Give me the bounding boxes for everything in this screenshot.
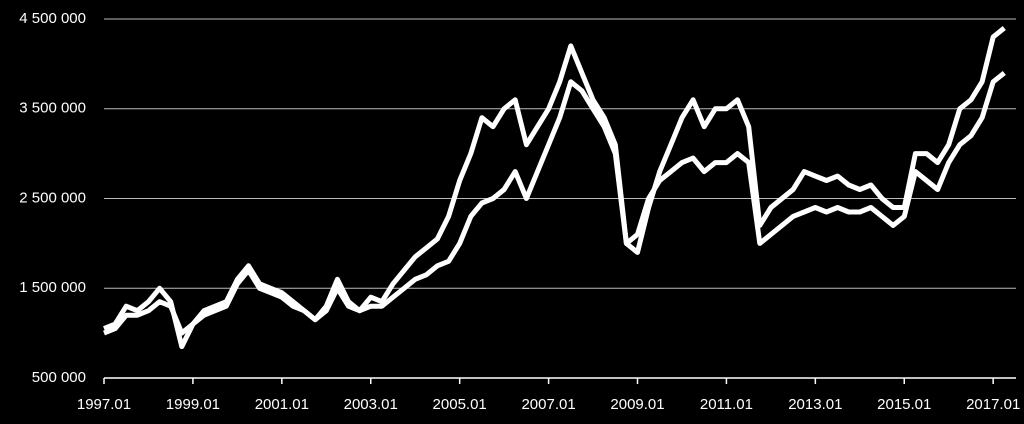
y-tick-label: 500 000 xyxy=(32,369,86,386)
series-line xyxy=(103,70,1006,336)
x-tick-label: 1999.01 xyxy=(166,396,220,413)
x-tick-label: 2011.01 xyxy=(700,396,753,413)
x-tick-label: 2003.01 xyxy=(344,396,398,413)
y-tick-label: 2 500 000 xyxy=(19,189,86,206)
y-tick-label: 3 500 000 xyxy=(19,100,86,117)
x-tick-label: 1997.01 xyxy=(77,396,131,413)
x-tick-label: 2001.01 xyxy=(255,396,309,413)
x-tick-label: 2007.01 xyxy=(521,396,575,413)
y-tick-label: 1 500 000 xyxy=(19,279,86,296)
x-tick-label: 2013.01 xyxy=(788,396,842,413)
y-tick-label: 4 500 000 xyxy=(19,10,86,27)
x-tick-label: 2017.01 xyxy=(966,396,1020,413)
x-tick-label: 2005.01 xyxy=(433,396,487,413)
x-tick-label: 2009.01 xyxy=(610,396,664,413)
x-tick-label: 2015.01 xyxy=(877,396,931,413)
series-line xyxy=(103,26,1006,350)
